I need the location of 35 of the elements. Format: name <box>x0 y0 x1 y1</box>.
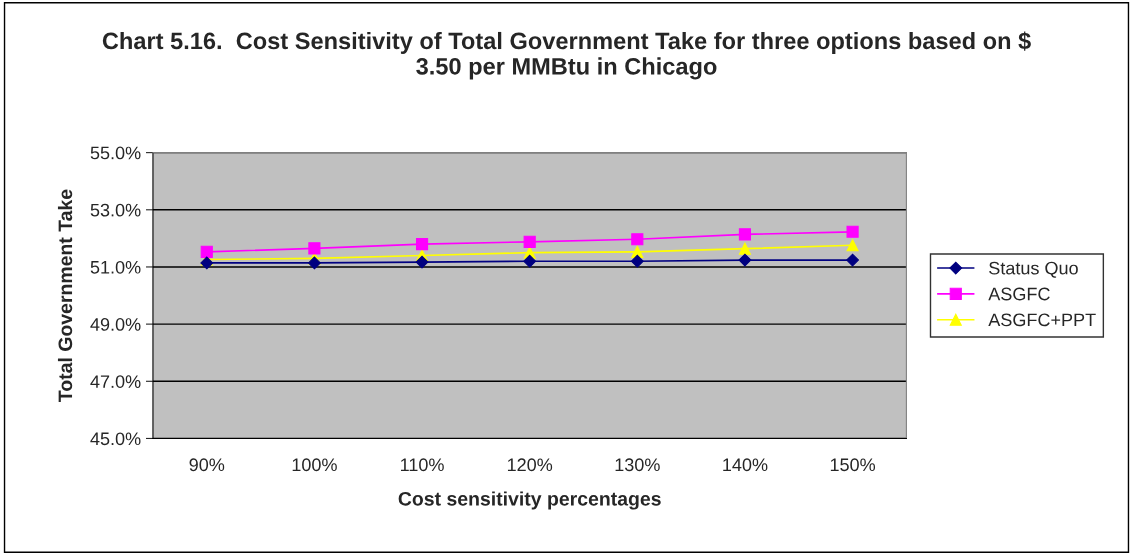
point <box>523 235 536 248</box>
x-tick-label: 110% <box>401 458 444 472</box>
chart-title: Chart 5.16. Cost Sensitivity of Total Government Take for three options based on $ 3.50 per MMBtu in Chicago <box>102 31 1031 80</box>
y-tick-label: 53.0% <box>90 203 141 217</box>
point <box>846 225 859 238</box>
x-tick-label: 140% <box>723 458 768 472</box>
point <box>738 228 752 241</box>
x-tick-label: 120% <box>507 458 553 472</box>
legend-label: ASGFC <box>988 287 1050 301</box>
y-axis-title: Total Government Take <box>57 189 73 402</box>
point <box>308 242 321 255</box>
x-tick-label: 90% <box>189 458 225 472</box>
point <box>846 239 859 252</box>
point <box>846 253 859 267</box>
point <box>523 254 537 268</box>
y-tick-label: 51.0% <box>90 260 141 274</box>
y-tick-label: 49.0% <box>90 318 141 331</box>
point <box>738 253 752 267</box>
x-tick-label: 100% <box>292 458 337 472</box>
point <box>200 245 213 258</box>
point <box>631 233 644 246</box>
point <box>415 255 429 269</box>
point <box>630 254 644 268</box>
point <box>738 242 752 255</box>
legend-label: Status Quo <box>989 261 1078 278</box>
x-axis-title: Cost sensitivity percentages <box>398 491 661 510</box>
y-tick-label: 45.0% <box>90 432 141 446</box>
point <box>415 238 429 251</box>
point <box>307 256 321 270</box>
point <box>200 256 214 270</box>
legend-label: ASGFC+PPT <box>988 313 1096 327</box>
x-tick-label: 130% <box>615 458 660 472</box>
y-tick-label: 55.0% <box>90 146 141 160</box>
x-tick-label: 150% <box>830 458 876 472</box>
y-tick-label: 47.0% <box>90 375 141 389</box>
